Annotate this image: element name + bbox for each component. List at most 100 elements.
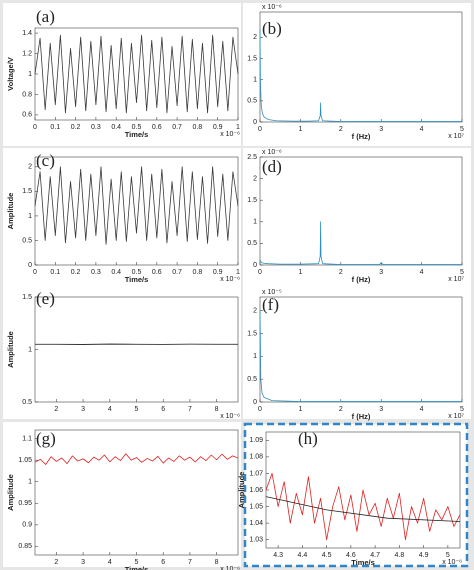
y-tick-label: 2 [253, 34, 257, 41]
x-tick-label: 0.8 [193, 269, 203, 276]
plot-area [34, 156, 239, 266]
y-tick-label: 1.05 [18, 457, 32, 464]
x-exponent: x 10⁷ [448, 276, 464, 283]
x-tick-label: 1 [236, 124, 240, 131]
x-tick-label: 0.4 [111, 269, 121, 276]
y-tick-label: 0 [253, 119, 257, 126]
x-exponent: x 10⁻⁶ [220, 413, 240, 420]
x-tick-label: 0 [33, 124, 37, 131]
x-tick-label: 4.7 [370, 552, 380, 559]
x-tick-label: 3 [379, 126, 383, 133]
y-tick-label: 0.95 [18, 500, 32, 507]
x-tick-label: 1 [298, 406, 302, 413]
x-exponent: x 10⁷ [448, 413, 464, 420]
x-tick-label: 0.2 [71, 124, 81, 131]
x-tick-label: 4.3 [273, 552, 283, 559]
y-tick-label: 1.2 [22, 50, 32, 57]
plot-area [259, 296, 463, 403]
y-tick-label: 1.5 [247, 330, 257, 337]
x-tick-label: 6 [161, 406, 165, 413]
x-tick-label: 0.7 [172, 269, 182, 276]
x-tick-label: 0 [258, 126, 262, 133]
x-tick-label: 7 [188, 559, 192, 566]
y-tick-label: 0 [28, 262, 32, 269]
x-axis-label: Time/s [351, 558, 375, 567]
y-tick-label: 1.06 [249, 487, 263, 494]
y-tick-label: 0.5 [247, 240, 257, 247]
y-exponent: x 10⁻⁶ [262, 149, 282, 156]
y-tick-label: 0.5 [22, 399, 32, 406]
x-axis-label: f (Hz) [352, 412, 371, 421]
panel-label: (a) [36, 7, 55, 26]
y-tick-label: 1.1 [22, 435, 32, 442]
y-tick-label: 1.5 [22, 294, 32, 301]
x-tick-label: 5 [135, 406, 139, 413]
x-tick-label: 3 [379, 406, 383, 413]
y-tick-label: 1.09 [249, 437, 263, 444]
panel-label: (e) [36, 289, 55, 308]
x-axis-label: f (Hz) [352, 132, 371, 141]
x-tick-label: 2 [339, 126, 343, 133]
x-tick-label: 0.8 [193, 124, 203, 131]
y-tick-label: 1.5 [22, 188, 32, 195]
y-axis-label: Amplitude [237, 472, 246, 509]
x-tick-label: 4.6 [346, 552, 356, 559]
line [34, 34, 239, 114]
line [265, 496, 461, 522]
x-tick-label: 3 [379, 269, 383, 276]
x-exponent: x 10⁻⁶ [220, 566, 240, 570]
x-tick-label: 1 [298, 269, 302, 276]
x-tick-label: 2 [54, 559, 58, 566]
x-tick-label: 0.3 [91, 269, 101, 276]
panel-label: (d) [262, 157, 282, 176]
x-tick-label: 4 [108, 406, 112, 413]
y-tick-label: 0 [253, 399, 257, 406]
x-exponent: x 10⁻⁶ [220, 131, 240, 138]
x-exponent: x 10⁻⁶ [220, 276, 240, 283]
x-tick-label: 0.1 [50, 124, 60, 131]
y-tick-label: 1 [253, 353, 257, 360]
x-tick-label: 4.9 [419, 552, 429, 559]
y-exponent: x 10⁻⁶ [262, 4, 282, 11]
y-tick-label: 1.5 [247, 55, 257, 62]
y-axis-label: Amplitude [6, 193, 15, 230]
y-tick-label: 1.03 [249, 537, 263, 544]
x-tick-label: 0.6 [152, 269, 162, 276]
x-tick-label: 1 [236, 269, 240, 276]
y-axis-label: Amplitude [6, 474, 15, 511]
y-tick-label: 1.5 [247, 197, 257, 204]
x-tick-label: 0.3 [91, 124, 101, 131]
x-axis-label: Time/s [125, 130, 149, 139]
y-tick-label: 1.04 [249, 520, 263, 527]
panel-label: (b) [262, 19, 282, 38]
x-axis-label: f (Hz) [352, 275, 371, 284]
line [259, 310, 462, 402]
x-tick-label: 5 [135, 559, 139, 566]
y-tick-label: 1.4 [22, 30, 32, 37]
x-tick-label: 0.4 [111, 124, 121, 131]
x-tick-label: 5 [460, 406, 464, 413]
x-tick-label: 3 [81, 406, 85, 413]
x-tick-label: 4.4 [298, 552, 308, 559]
plot-area [34, 27, 239, 121]
y-tick-label: 1 [28, 71, 32, 78]
x-tick-label: 8 [215, 559, 219, 566]
y-tick-label: 1 [253, 77, 257, 84]
y-tick-label: 2 [28, 164, 32, 171]
plot-area [259, 11, 463, 123]
y-tick-label: 1.07 [249, 470, 263, 477]
x-tick-label: 0 [258, 269, 262, 276]
x-tick-label: 0.7 [172, 124, 182, 131]
plot-area [34, 296, 239, 403]
x-tick-label: 3 [81, 559, 85, 566]
y-tick-label: 0.6 [22, 112, 32, 119]
x-tick-label: 5 [460, 126, 464, 133]
y-tick-label: 1 [253, 219, 257, 226]
x-exponent: x 10⁻⁶ [442, 559, 462, 566]
line [34, 453, 239, 465]
plot-area [259, 156, 463, 266]
x-tick-label: 4 [420, 406, 424, 413]
plot-area [34, 429, 239, 556]
y-tick-label: 0.85 [18, 543, 32, 550]
